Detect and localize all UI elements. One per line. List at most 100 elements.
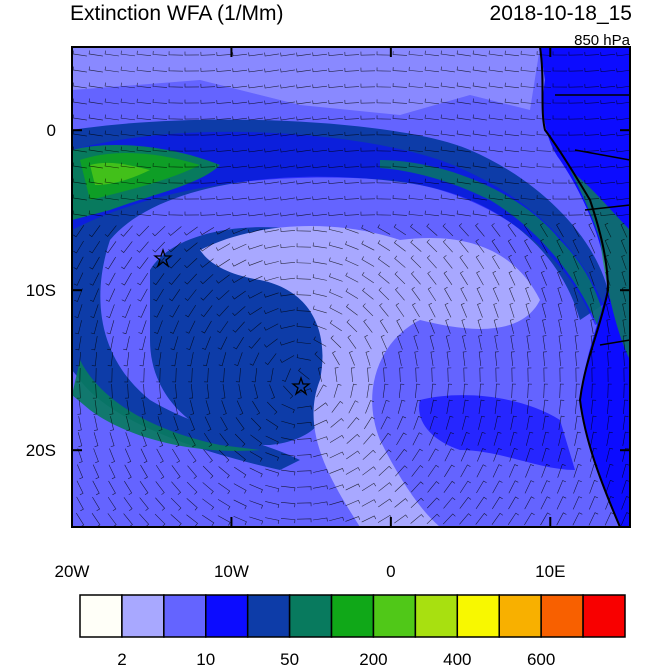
wind-barb xyxy=(281,502,296,508)
wind-barb xyxy=(109,432,115,448)
wind-barb xyxy=(361,224,375,235)
wind-barb xyxy=(108,464,116,480)
wind-barb xyxy=(216,164,232,168)
wind-barb xyxy=(109,448,115,464)
wind-barb xyxy=(92,464,100,480)
wind-barb xyxy=(399,367,404,383)
colorbar-label: 400 xyxy=(443,650,471,667)
wind-barb xyxy=(312,258,327,265)
wind-barb xyxy=(376,131,392,136)
wind-barb xyxy=(491,512,504,525)
wind-barb xyxy=(296,502,312,507)
wind-barb xyxy=(476,480,487,494)
wind-barb xyxy=(280,276,295,281)
wind-barb xyxy=(199,227,215,236)
wind-barb xyxy=(376,211,392,216)
wind-barb xyxy=(446,351,451,366)
wind-barb xyxy=(109,400,114,415)
wind-barb xyxy=(459,270,468,286)
wind-barb xyxy=(313,321,327,330)
wind-barb xyxy=(557,303,563,318)
wind-barb xyxy=(410,271,421,285)
wind-barb xyxy=(120,241,133,253)
wind-barb xyxy=(170,514,182,527)
wind-barb xyxy=(105,288,116,302)
wind-barb xyxy=(217,499,231,510)
wind-barb xyxy=(328,196,343,200)
wind-barb xyxy=(123,513,133,527)
wind-barb xyxy=(168,51,184,56)
wind-barb xyxy=(184,258,198,269)
wind-barb xyxy=(88,178,103,185)
wind-barb xyxy=(72,162,87,169)
wind-barb xyxy=(121,272,132,286)
wind-barb xyxy=(200,99,216,104)
wind-barb xyxy=(536,147,552,152)
wind-barb xyxy=(136,146,151,153)
wind-barb xyxy=(328,257,343,266)
wind-barb xyxy=(568,83,584,88)
wind-barb xyxy=(232,321,245,333)
wind-barb xyxy=(376,147,392,152)
wind-barb xyxy=(476,464,487,478)
wind-barb xyxy=(106,320,115,335)
wind-barb xyxy=(249,516,264,525)
y-tick-label: 20S xyxy=(26,441,56,460)
wind-barb xyxy=(504,114,519,121)
wind-barb xyxy=(413,334,419,350)
wind-barb xyxy=(312,100,327,105)
wind-barb xyxy=(424,210,439,217)
wind-barb xyxy=(363,319,373,333)
wind-barb xyxy=(584,99,600,104)
wind-barb xyxy=(329,273,343,282)
wind-barb xyxy=(329,320,342,332)
wind-barb xyxy=(536,195,552,200)
wind-barb xyxy=(280,180,295,185)
wind-barb xyxy=(508,496,519,510)
wind-barb xyxy=(217,336,228,350)
wind-barb xyxy=(249,467,263,478)
wind-barb xyxy=(361,499,377,507)
wind-barb xyxy=(360,67,376,72)
wind-barb xyxy=(509,286,515,302)
wind-barb xyxy=(477,319,483,334)
wind-barb xyxy=(478,415,486,430)
colorbar-label: 2 xyxy=(117,650,126,667)
wind-barb xyxy=(184,147,200,152)
wind-barb xyxy=(523,222,533,238)
wind-barb xyxy=(508,254,516,270)
wind-barb xyxy=(589,270,595,286)
wind-barb xyxy=(360,147,376,152)
wind-barb xyxy=(138,336,146,351)
wind-barb xyxy=(281,437,296,444)
wind-barb xyxy=(365,350,371,366)
wind-barb xyxy=(511,383,516,399)
wind-barb xyxy=(552,131,568,136)
wind-barb xyxy=(621,479,630,494)
wind-barb xyxy=(137,288,148,302)
wind-barb xyxy=(572,222,580,238)
wind-barb xyxy=(157,432,164,448)
wind-barb xyxy=(72,82,87,89)
wind-barb xyxy=(442,513,456,525)
wind-barb xyxy=(541,447,550,462)
wind-barb xyxy=(233,515,247,526)
wind-barb xyxy=(72,114,87,121)
wind-barb xyxy=(232,116,247,121)
wind-barb xyxy=(616,132,630,137)
wind-barb xyxy=(312,305,327,314)
wind-barb xyxy=(330,418,344,428)
wind-barb xyxy=(520,210,535,216)
wind-barb xyxy=(472,194,487,201)
wind-barb xyxy=(202,352,210,367)
wind-barb xyxy=(171,465,181,479)
wind-barb xyxy=(380,334,388,350)
wind-barb xyxy=(190,400,195,415)
wind-barb xyxy=(345,288,359,299)
wind-barb xyxy=(105,256,116,270)
wind-barb xyxy=(216,68,232,72)
wind-barb xyxy=(136,50,151,57)
wind-barb xyxy=(440,66,455,73)
wind-barb xyxy=(426,513,440,525)
wind-barb xyxy=(575,367,580,383)
